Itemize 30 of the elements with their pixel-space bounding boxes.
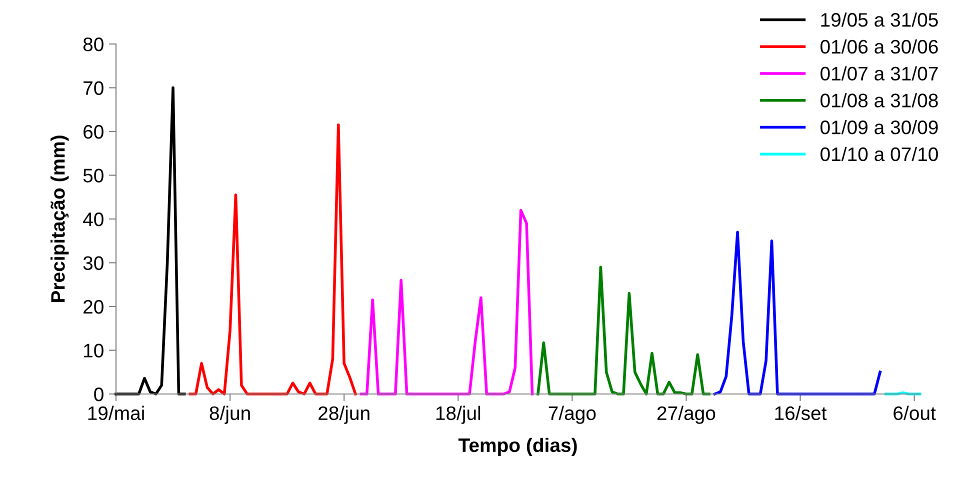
y-tick-label: 10 <box>84 344 104 358</box>
legend-label: 19/05 a 31/05 <box>821 12 938 27</box>
legend-label: 01/09 a 30/09 <box>820 120 938 134</box>
y-tick-label: 70 <box>84 81 104 95</box>
x-tick-label: 28/jun <box>318 406 370 424</box>
legend-label: 01/07 a 31/07 <box>820 66 938 81</box>
x-tick-label: 8/jun <box>210 406 250 424</box>
y-tick-label: 0 <box>94 387 104 402</box>
x-tick-label: 18/jul <box>436 406 480 424</box>
x-tick-label: 16/set <box>775 406 827 420</box>
x-axis-title: Tempo (dias) <box>458 438 577 456</box>
x-tick-label: 7/ago <box>548 406 596 424</box>
y-tick-label: 30 <box>83 256 104 270</box>
x-tick-label: 19/mai <box>88 406 144 420</box>
line-series <box>114 86 186 396</box>
line-series <box>188 124 357 396</box>
legend-label: 01/10 a 07/10 <box>820 146 938 162</box>
line-series <box>713 230 882 396</box>
legend-label: 01/08 a 31/08 <box>820 93 938 108</box>
x-tick-label: 6/out <box>894 406 936 420</box>
y-tick-label: 80 <box>83 37 104 52</box>
x-tick-label: 27/ago <box>657 406 716 424</box>
line-series <box>536 266 710 396</box>
y-axis-title: Precipitação (mm) <box>50 136 69 302</box>
line-series <box>360 208 534 396</box>
y-tick-label: 50 <box>83 168 104 182</box>
y-tick-label: 40 <box>83 212 104 226</box>
legend-label: 01/06 a 30/06 <box>820 39 938 54</box>
y-tick-label: 20 <box>84 300 104 314</box>
y-tick-label: 60 <box>84 124 104 139</box>
